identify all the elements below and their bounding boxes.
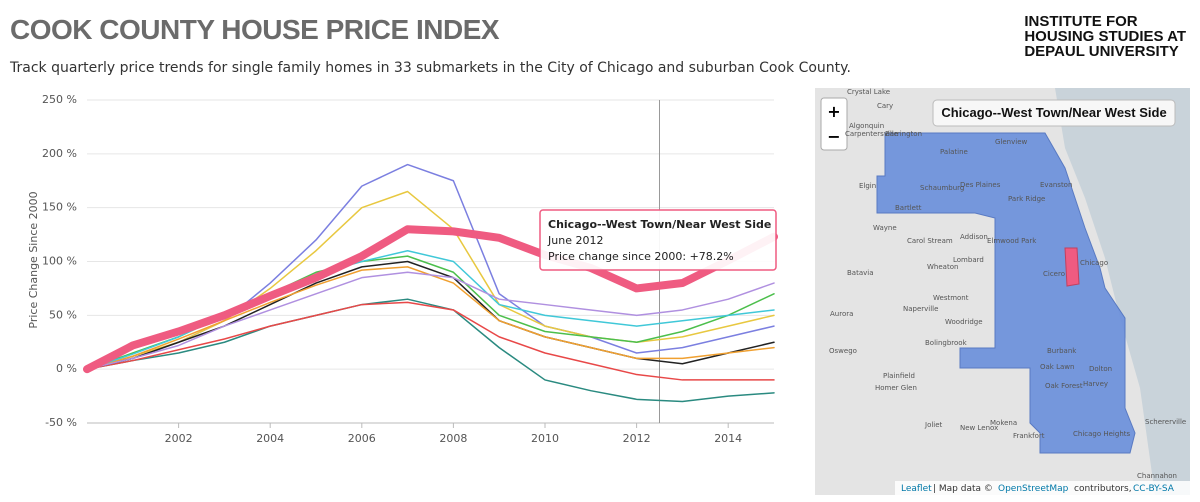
tooltip-title: Chicago--West Town/Near West Side	[548, 218, 771, 231]
logo-line: INSTITUTE FOR	[1024, 13, 1138, 30]
place-label: Bartlett	[895, 204, 922, 212]
tooltip: Chicago--West Town/Near West Side June 20…	[539, 209, 777, 271]
place-label: Homer Glen	[875, 384, 917, 392]
y-tick-label: -50 %	[45, 416, 77, 429]
page-title: COOK COUNTY HOUSE PRICE INDEX	[10, 14, 500, 45]
x-tick-label: 2012	[623, 432, 651, 445]
highlight-line[interactable]	[83, 225, 778, 374]
place-label: Frankfort	[1013, 432, 1045, 440]
logo-line: DEPAUL UNIVERSITY	[1024, 43, 1179, 60]
place-label: Schaumburg	[920, 184, 964, 192]
place-label: Crystal Lake	[847, 88, 890, 96]
place-label: Cary	[877, 102, 893, 110]
place-label: Carpentersville	[845, 130, 898, 138]
place-label: Wheaton	[927, 263, 958, 271]
place-label: Park Ridge	[1008, 195, 1045, 203]
place-label: Naperville	[903, 305, 938, 313]
place-label: Oak Forest	[1045, 382, 1083, 390]
tooltip-date: June 2012	[547, 234, 603, 247]
map[interactable]: Chicago--West Town/Near West Side + − Cr…	[815, 88, 1190, 495]
series-line[interactable]	[86, 190, 775, 370]
place-label: Elmwood Park	[987, 237, 1037, 245]
series-line[interactable]	[86, 301, 775, 381]
zoom-out[interactable]: −	[827, 127, 840, 146]
y-tick-label: 250 %	[42, 93, 77, 106]
selected-area[interactable]	[1064, 247, 1080, 287]
place-label: New Lenox	[960, 424, 998, 432]
map-label-box	[932, 99, 1176, 127]
place-label: Addison	[960, 233, 988, 241]
x-tick-label: 2004	[256, 432, 284, 445]
logo-line: HOUSING STUDIES AT	[1024, 28, 1186, 45]
tooltip-box	[539, 209, 777, 271]
attribution-box	[895, 481, 1190, 495]
series-line[interactable]	[86, 298, 775, 403]
x-tick-label: 2014	[714, 432, 742, 445]
x-tick-label: 2006	[348, 432, 376, 445]
zoom-control	[820, 97, 848, 151]
y-tick-label: 50 %	[49, 308, 77, 321]
lake	[1055, 88, 1190, 495]
series-line[interactable]	[86, 271, 775, 370]
place-label: Westmont	[933, 294, 969, 302]
logo[interactable]: INSTITUTE FOR HOUSING STUDIES AT DEPAUL …	[1024, 14, 1186, 59]
map-label: Chicago--West Town/Near West Side	[941, 105, 1166, 120]
place-label: Cicero	[1043, 270, 1065, 278]
place-label: Batavia	[847, 269, 874, 277]
zoom-in[interactable]: +	[827, 102, 840, 121]
page-subtitle: Track quarterly price trends for single …	[10, 60, 851, 76]
x-tick-label: 2008	[439, 432, 467, 445]
attribution-link[interactable]: Leaflet	[901, 484, 932, 494]
place-label: Chicago	[1080, 259, 1108, 267]
place-label: Oak Lawn	[1040, 363, 1074, 371]
place-label: Mokena	[990, 419, 1017, 427]
place-label: Barrington	[885, 130, 922, 138]
y-tick-label: 100 %	[42, 255, 77, 268]
place-label: Chicago Heights	[1073, 430, 1130, 438]
place-label: Schererville	[1145, 418, 1186, 426]
y-tick-label: 0 %	[56, 362, 77, 375]
place-label: Lombard	[953, 256, 984, 264]
attribution-text: | Map data ©	[933, 484, 993, 494]
series-line[interactable]	[86, 260, 775, 370]
series-line[interactable]	[86, 255, 775, 370]
y-axis-title: Price Change Since 2000	[27, 191, 40, 328]
attribution-text: contributors,	[1074, 484, 1132, 494]
place-label: Joliet	[924, 421, 943, 429]
place-label: Dolton	[1089, 365, 1112, 373]
place-label: Bolingbrook	[925, 339, 968, 347]
place-label: Aurora	[830, 310, 853, 318]
place-label: Woodridge	[945, 318, 983, 326]
place-label: Wayne	[873, 224, 897, 232]
y-tick-label: 200 %	[42, 147, 77, 160]
tooltip-value: Price change since 2000: +78.2%	[548, 250, 734, 263]
x-tick-label: 2002	[165, 432, 193, 445]
y-tick-label: 150 %	[42, 201, 77, 214]
place-label: Plainfield	[883, 372, 915, 380]
place-label: Channahon	[1137, 472, 1177, 480]
place-label: Burbank	[1047, 347, 1077, 355]
place-label: Algonquin	[849, 122, 884, 130]
place-label: Evanston	[1040, 181, 1072, 189]
county-area[interactable]	[876, 132, 1136, 454]
attribution-link[interactable]: CC-BY-SA	[1133, 484, 1175, 494]
place-label: Oswego	[829, 347, 857, 355]
place-label: Des Plaines	[960, 181, 1001, 189]
place-label: Harvey	[1083, 380, 1108, 388]
attribution-link[interactable]: OpenStreetMap	[998, 484, 1069, 494]
chart: Price Change Since 2000 -50 % 0 % 50 % 100 …	[27, 93, 778, 445]
place-label: Glenview	[995, 138, 1028, 146]
x-tick-label: 2010	[531, 432, 559, 445]
place-label: Palatine	[940, 148, 968, 156]
place-label: Elgin	[859, 182, 876, 190]
place-label: Carol Stream	[907, 237, 953, 245]
